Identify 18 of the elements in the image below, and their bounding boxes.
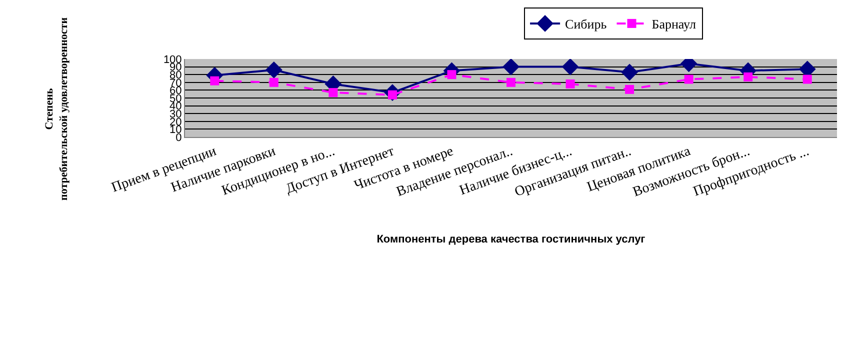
- point: [502, 59, 520, 76]
- point: [625, 84, 634, 94]
- x-axis-title: Компоненты дерева качества гостиничных услуг: [376, 233, 646, 246]
- point: [265, 61, 282, 78]
- y-axis-title: Степень потребительской удовлетворенности: [44, 16, 70, 200]
- point: [269, 78, 278, 87]
- point: [684, 74, 694, 84]
- point: [506, 78, 516, 87]
- legend-label: Сибирь: [565, 16, 607, 32]
- point: [210, 76, 220, 86]
- point: [566, 79, 575, 88]
- point: [744, 72, 753, 82]
- y-tick-label: 0: [176, 132, 182, 144]
- point: [562, 59, 579, 76]
- legend-label: Барнаул: [652, 16, 696, 32]
- point: [802, 74, 812, 84]
- point: [621, 64, 638, 81]
- point: [328, 88, 338, 98]
